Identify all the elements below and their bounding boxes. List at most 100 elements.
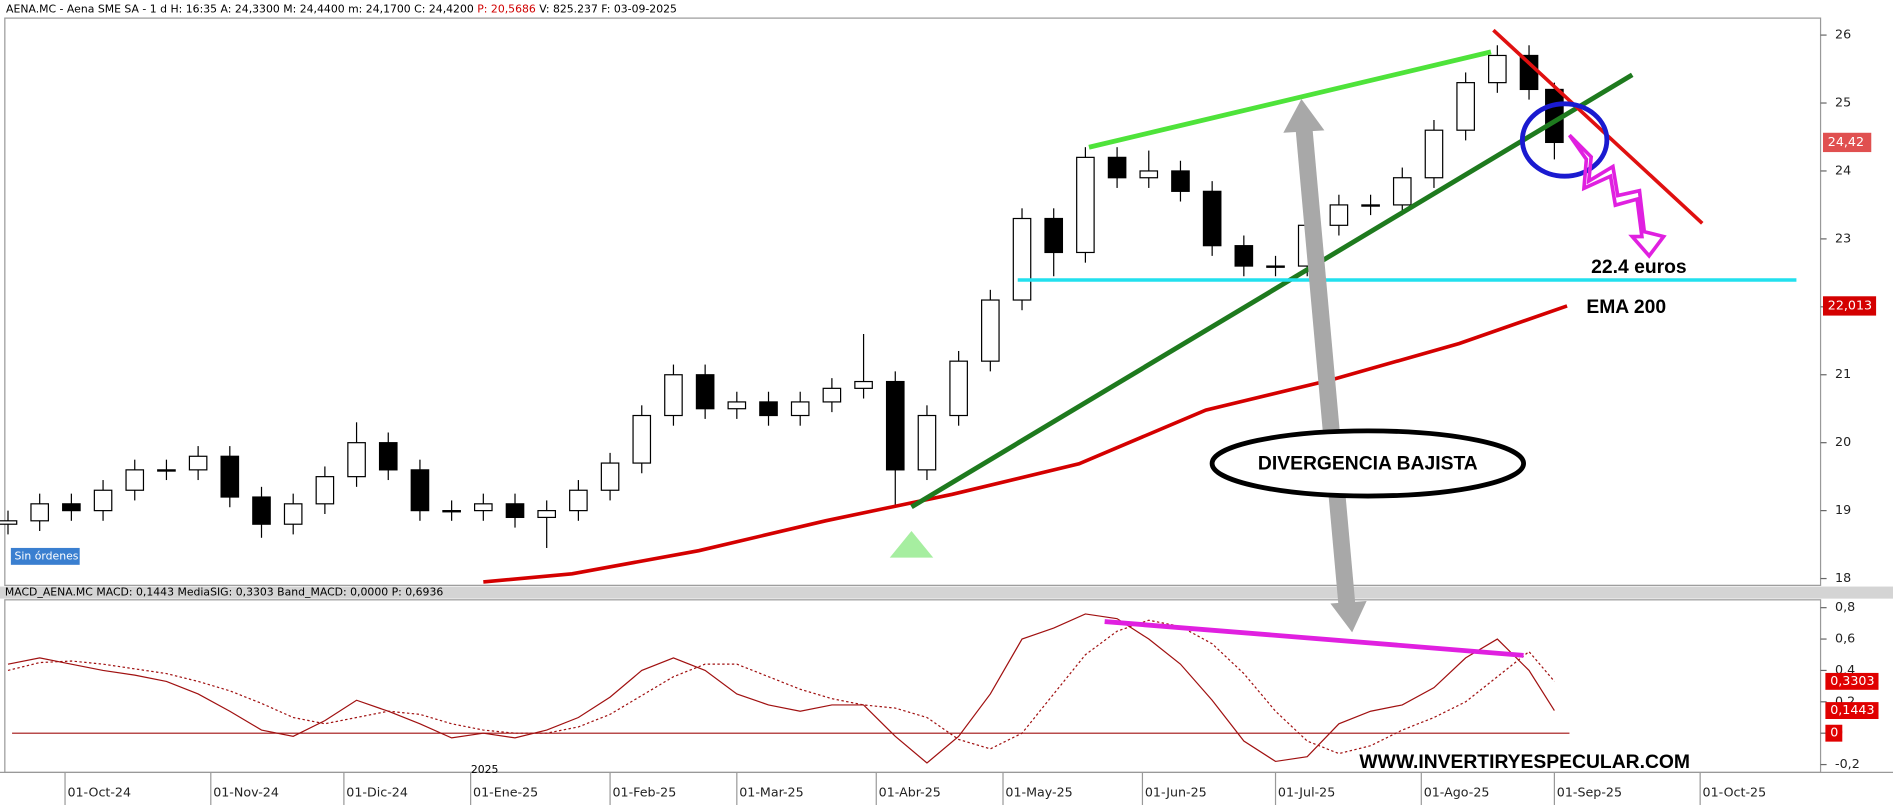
low-marker <box>889 531 934 558</box>
candle-body <box>949 360 968 417</box>
candle-body <box>62 503 81 512</box>
divergence-label: DIVERGENCIA BAJISTA <box>1258 454 1478 475</box>
macd-value-label: 0,1443 <box>1830 702 1874 717</box>
x-tick-label: 01-Jul-25 <box>1278 784 1335 799</box>
price-panel: 18192021222324252601-Oct-2401-Nov-2401-D… <box>0 27 1877 805</box>
candle-body <box>981 299 1000 362</box>
candle-body <box>569 489 588 512</box>
candle-body <box>1456 82 1475 131</box>
y-tick-label: 26 <box>1835 27 1851 42</box>
price-label: 24,42 <box>1828 134 1864 149</box>
divergence-arrow <box>1295 125 1356 611</box>
y-tick-label: 25 <box>1835 95 1851 110</box>
candle-body <box>727 401 747 410</box>
ema-line <box>483 304 1568 584</box>
volume-field: V: 825.237 <box>539 3 598 16</box>
price-frame <box>4 17 1822 586</box>
open-field: A: 24,3300 <box>221 3 280 16</box>
header: AENA.MC - Aena SME SA - 1 d H: 16:35 A: … <box>6 3 677 16</box>
candle-body <box>30 503 50 522</box>
divergence-ellipse <box>1209 428 1526 499</box>
website: WWW.INVERTIRYESPECULAR.COM <box>1359 752 1690 773</box>
price-label-box <box>1822 132 1872 153</box>
x-tick-label: 01-Mar-25 <box>739 784 803 799</box>
candle-body <box>283 503 303 525</box>
x-tick-label: 01-Abr-25 <box>879 784 941 799</box>
candle-body <box>1361 204 1380 207</box>
candle-body <box>1202 190 1222 247</box>
p-field: P: 20,5686 <box>477 3 536 16</box>
y-tick-label: 0,8 <box>1835 599 1855 614</box>
candle-body <box>790 401 810 417</box>
candle-body <box>0 520 18 525</box>
macd-value-label: 0,3303 <box>1830 673 1874 688</box>
candle-body <box>1266 265 1285 268</box>
band-value-label: 0 <box>1830 725 1838 740</box>
x-tick-label: 01-May-25 <box>1005 784 1072 799</box>
high-field: M: 24,4400 <box>283 3 344 16</box>
arrow-head-up <box>1283 98 1325 133</box>
ema-label-box <box>1822 296 1877 316</box>
candle-body <box>885 380 905 471</box>
orders-label[interactable]: Sin órdenes <box>14 549 78 562</box>
macd-line <box>7 613 1555 764</box>
x-tick-label: 01-Oct-24 <box>67 784 131 799</box>
y-tick-label: 20 <box>1835 434 1851 449</box>
candle-body <box>695 374 715 410</box>
trendline-resistance <box>1492 28 1704 225</box>
candle-body <box>315 476 335 505</box>
x-tick-label: 01-Ago-25 <box>1424 784 1490 799</box>
break-circle <box>1519 101 1610 179</box>
macd-value-box <box>1825 702 1879 719</box>
candle-body <box>1392 177 1412 206</box>
candle-body <box>632 414 652 464</box>
x-tick-label: 01-Feb-25 <box>612 784 676 799</box>
target-label: 22.4 euros <box>1591 257 1686 278</box>
candle-body <box>474 503 493 512</box>
candle-body <box>822 387 842 403</box>
candle-body <box>1424 129 1444 179</box>
candle-body <box>1329 204 1349 226</box>
candle-body <box>188 455 208 471</box>
candle-body <box>759 401 778 417</box>
candle-body <box>157 469 176 472</box>
y-tick-label: 18 <box>1835 570 1851 585</box>
candle-body <box>347 442 366 478</box>
trendline-support <box>910 72 1634 509</box>
x-tick-label: 01-Ene-25 <box>473 784 538 799</box>
candle-body <box>600 462 620 491</box>
x-tick-label: 01-Sep-25 <box>1557 784 1622 799</box>
candle-body <box>125 469 145 491</box>
y-tick-label: 23 <box>1835 230 1851 245</box>
candle-body <box>378 442 398 471</box>
time: H: 16:35 <box>170 3 217 16</box>
candle-body <box>1044 217 1064 254</box>
candle-body <box>505 503 525 519</box>
ema-label: EMA 200 <box>1586 297 1666 318</box>
macd-value-box <box>1825 672 1879 690</box>
band-value-box <box>1825 724 1843 742</box>
x-tick-label: 01-Nov-24 <box>213 784 279 799</box>
candle-body <box>1076 156 1095 254</box>
panel-separator <box>0 586 1893 599</box>
candle-body <box>917 414 937 471</box>
macd-divergence-line <box>1104 619 1524 658</box>
y-tick-label: 0,6 <box>1835 631 1855 646</box>
macd-line <box>7 619 1555 755</box>
candle-body <box>537 510 557 519</box>
ema-value-label: 22,013 <box>1828 297 1872 312</box>
candle-body <box>1234 245 1254 267</box>
symbol: AENA.MC - Aena SME SA - 1 d <box>6 3 167 16</box>
orders-badge[interactable] <box>10 547 80 565</box>
arrow-head-down <box>1330 601 1367 633</box>
y-tick-label: 24 <box>1835 162 1851 177</box>
date-field: F: 03-09-2025 <box>601 3 677 16</box>
candle-body <box>410 469 430 512</box>
candle-body <box>220 455 240 498</box>
low-field: m: 24,1700 <box>348 3 411 16</box>
y-tick-label: -0,2 <box>1835 756 1860 771</box>
y-tick-label: 21 <box>1835 366 1851 381</box>
